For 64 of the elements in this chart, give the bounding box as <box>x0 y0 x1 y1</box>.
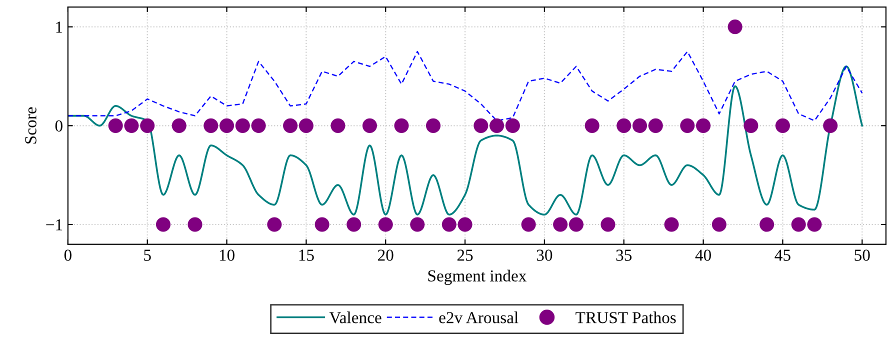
point <box>219 118 234 133</box>
point <box>251 118 266 133</box>
point <box>568 217 584 232</box>
x-tick-label: 5 <box>144 250 151 261</box>
point <box>744 118 758 133</box>
point <box>616 118 632 133</box>
x-tick-label: 30 <box>536 250 552 261</box>
x-tick-label: 45 <box>774 250 790 261</box>
point <box>362 118 378 133</box>
point <box>394 118 409 133</box>
point <box>346 217 362 232</box>
point <box>807 217 822 232</box>
point <box>775 118 790 133</box>
x-tick-label: 25 <box>457 250 473 261</box>
point <box>188 217 202 232</box>
point <box>712 217 726 232</box>
legend-label: Valence <box>329 312 382 324</box>
x-tick-label: 10 <box>220 250 234 261</box>
x-tick-label: 40 <box>695 250 711 261</box>
point <box>728 20 742 34</box>
point <box>680 118 695 133</box>
y-tick-label: 0 <box>55 120 62 132</box>
x-tick-label: 15 <box>299 250 314 261</box>
point <box>124 118 139 133</box>
point <box>600 217 616 232</box>
point <box>791 217 806 232</box>
legend-label: e2v Arousal <box>439 312 518 324</box>
point <box>298 118 314 133</box>
point <box>458 217 472 232</box>
point <box>267 217 282 232</box>
point <box>108 118 123 133</box>
point <box>172 118 186 133</box>
point <box>584 118 600 133</box>
y-tick-label: −1 <box>46 219 62 230</box>
point <box>378 217 393 232</box>
x-tick-label: 50 <box>854 250 870 261</box>
point <box>235 118 250 133</box>
y-tick-label: 1 <box>56 22 62 33</box>
point <box>696 118 711 133</box>
y-axis-title: Score <box>25 107 36 144</box>
point <box>553 217 568 232</box>
point <box>156 217 171 232</box>
point <box>823 118 838 133</box>
x-tick-label: 20 <box>378 250 394 261</box>
point <box>505 118 520 133</box>
x-tick-label: 0 <box>64 250 72 261</box>
legend-label: TRUST Pathos <box>576 312 676 324</box>
point <box>474 118 488 133</box>
point <box>140 118 155 133</box>
point <box>760 217 774 232</box>
point <box>330 118 346 133</box>
point <box>426 118 441 133</box>
point <box>442 217 456 232</box>
point <box>410 217 425 232</box>
x-tick-label: 35 <box>616 250 632 261</box>
point <box>632 118 648 133</box>
point <box>521 217 536 232</box>
x-axis-title: Segment index <box>428 270 527 285</box>
point <box>664 217 679 232</box>
point <box>204 118 218 133</box>
point <box>648 118 663 133</box>
point <box>490 118 504 133</box>
point <box>314 217 330 232</box>
point <box>283 118 298 133</box>
